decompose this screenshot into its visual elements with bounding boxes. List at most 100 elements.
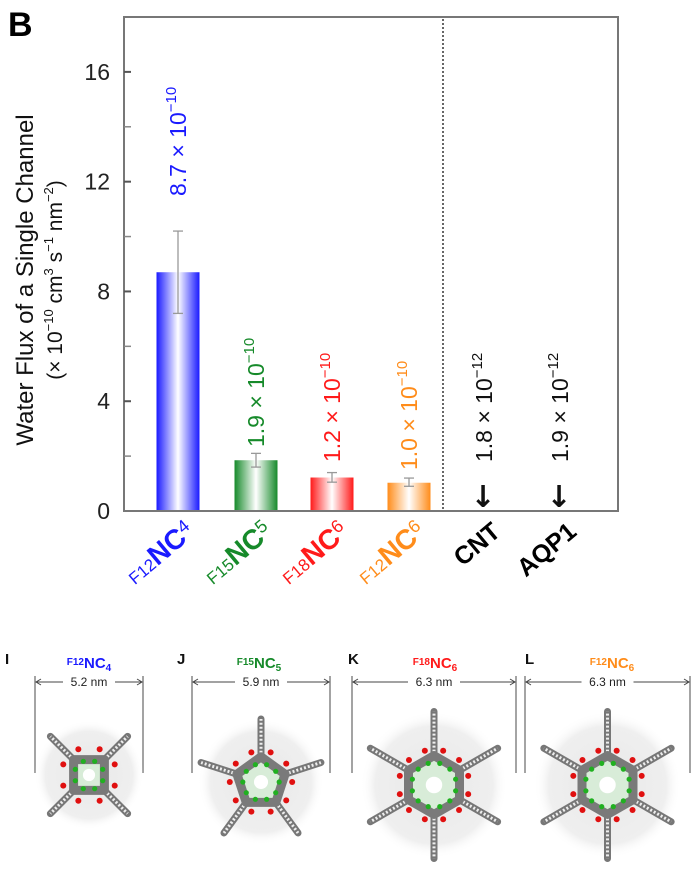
molecule-fluorine-atom bbox=[425, 760, 431, 766]
structure-title-main: NC bbox=[430, 655, 452, 672]
annotations-group: 8.7 × 10−101.9 × 10−101.2 × 10−101.0 × 1… bbox=[163, 87, 573, 515]
molecule-fluorine-atom bbox=[72, 766, 78, 772]
molecule-fluorine-atom bbox=[409, 788, 415, 794]
molecule-arm-detail bbox=[49, 735, 75, 761]
dimension-arrow-right-icon bbox=[323, 678, 330, 686]
molecule-pore bbox=[425, 776, 443, 794]
molecule-arm-detail bbox=[458, 746, 499, 772]
molecule-fluorine-atom bbox=[447, 766, 453, 772]
molecule-oxygen-atom bbox=[60, 761, 67, 768]
molecule-fluorine-atom bbox=[453, 776, 459, 782]
molecule-oxygen-atom bbox=[579, 756, 586, 763]
molecule-oxygen-atom bbox=[405, 756, 412, 763]
molecule-oxygen-atom bbox=[629, 807, 636, 814]
molecule-oxygen-atom bbox=[267, 749, 274, 756]
molecule-oxygen-atom bbox=[283, 797, 290, 804]
molecule-fluorine-atom bbox=[415, 798, 421, 804]
molecule-arm-detail bbox=[103, 735, 129, 761]
annotation-mantissa: 8.7 × 10 bbox=[165, 112, 191, 196]
molecule-fluorine-atom bbox=[72, 778, 78, 784]
panel-letter-b: B bbox=[8, 6, 33, 44]
category-main: AQP1 bbox=[512, 517, 582, 582]
molecule-fluorine-atom bbox=[92, 786, 98, 792]
error-bars-group bbox=[124, 230, 618, 512]
annotation-exponent: −12 bbox=[469, 353, 486, 378]
molecule-arm-detail bbox=[49, 789, 75, 815]
structure-title-subscript: 6 bbox=[452, 663, 458, 674]
structure-panel-letter: I bbox=[5, 651, 9, 668]
structure-title-subscript: 5 bbox=[276, 663, 282, 674]
molecule-arm-detail bbox=[458, 798, 499, 824]
ylabel-exp1: −10 bbox=[41, 309, 56, 331]
annotation-mantissa: 1.2 × 10 bbox=[319, 378, 345, 462]
dimension-label: 6.3 nm bbox=[589, 675, 626, 689]
structure-title-subscript: 4 bbox=[106, 663, 112, 674]
molecule-oxygen-atom bbox=[421, 816, 428, 823]
molecule-oxygen-atom bbox=[75, 797, 82, 804]
molecule-fluorine-atom bbox=[610, 760, 616, 766]
molecule-oxygen-atom bbox=[595, 747, 602, 754]
molecule-oxygen-atom bbox=[396, 772, 403, 779]
molecule-oxygen-atom bbox=[267, 808, 274, 815]
molecule-fluorine-atom bbox=[599, 760, 605, 766]
molecule-fluorine-atom bbox=[453, 788, 459, 794]
x-category-label: CNT bbox=[448, 517, 505, 571]
structure-panel-letter: J bbox=[177, 651, 185, 668]
molecule-fluorine-atom bbox=[273, 790, 279, 796]
ylabel-mid1: cm bbox=[44, 275, 67, 309]
molecule-oxygen-atom bbox=[421, 747, 428, 754]
molecule-fluorine-atom bbox=[264, 762, 270, 768]
molecule-oxygen-atom bbox=[396, 791, 403, 798]
molecule-oxygen-atom bbox=[232, 760, 239, 767]
molecule-oxygen-atom bbox=[613, 747, 620, 754]
y-tick-label: 0 bbox=[97, 498, 110, 524]
molecule-arm bbox=[197, 759, 241, 778]
molecule-fluorine-atom bbox=[583, 788, 589, 794]
ylabel-open: (× 10 bbox=[44, 331, 67, 379]
bar bbox=[310, 477, 354, 511]
molecule-arm-detail bbox=[369, 746, 410, 772]
ylabel-close: ) bbox=[44, 180, 67, 187]
annotation-exponent: −10 bbox=[241, 338, 258, 363]
ylabel-mid3: nm bbox=[44, 202, 67, 237]
structure-title: F12NC6 bbox=[590, 655, 635, 674]
structure-title-main: NC bbox=[254, 655, 276, 672]
molecule-arm-detail bbox=[103, 789, 129, 815]
molecule-fluorine-atom bbox=[100, 766, 106, 772]
molecule-pore bbox=[82, 768, 96, 782]
dimension-arrow-right-icon bbox=[509, 678, 516, 686]
molecule-fluorine-atom bbox=[80, 786, 86, 792]
molecule-fluorine-atom bbox=[583, 776, 589, 782]
molecule-oxygen-atom bbox=[456, 807, 463, 814]
molecule-oxygen-atom bbox=[111, 761, 118, 768]
value-annotation: 1.9 × 10−12 bbox=[545, 353, 573, 462]
molecule-arm-detail bbox=[543, 798, 583, 824]
y-tick-label: 4 bbox=[97, 388, 110, 414]
molecule-oxygen-atom bbox=[570, 772, 577, 779]
dimension-arrow-left-icon bbox=[525, 678, 532, 686]
ylabel-exp4: −2 bbox=[41, 187, 56, 202]
molecule-oxygen-atom bbox=[570, 791, 577, 798]
molecule-oxygen-atom bbox=[405, 807, 412, 814]
structure-panel-letter: L bbox=[525, 651, 534, 668]
structure-title-prefix: F18 bbox=[413, 657, 431, 668]
molecule-arm bbox=[220, 798, 250, 837]
y-axis-label-line1: Water Flux of a Single Channel bbox=[12, 114, 39, 445]
value-annotation: 1.2 × 10−10 bbox=[317, 353, 345, 462]
molecule-oxygen-atom bbox=[248, 808, 255, 815]
arrow-down-icon: ↓ bbox=[546, 480, 571, 515]
value-annotation: 1.0 × 10−10 bbox=[394, 361, 422, 470]
molecule-fluorine-atom bbox=[610, 804, 616, 810]
x-category-label: F12NC6 bbox=[350, 515, 431, 590]
x-category-label: F18NC6 bbox=[273, 515, 354, 590]
molecule-fluorine-atom bbox=[252, 796, 258, 802]
structure-title-prefix: F15 bbox=[237, 657, 255, 668]
molecule-fluorine-atom bbox=[415, 766, 421, 772]
bar bbox=[387, 482, 431, 511]
x-category-label: F15NC5 bbox=[197, 515, 278, 590]
annotation-mantissa: 1.9 × 10 bbox=[243, 363, 269, 447]
structure-title-prefix: F12 bbox=[67, 657, 85, 668]
